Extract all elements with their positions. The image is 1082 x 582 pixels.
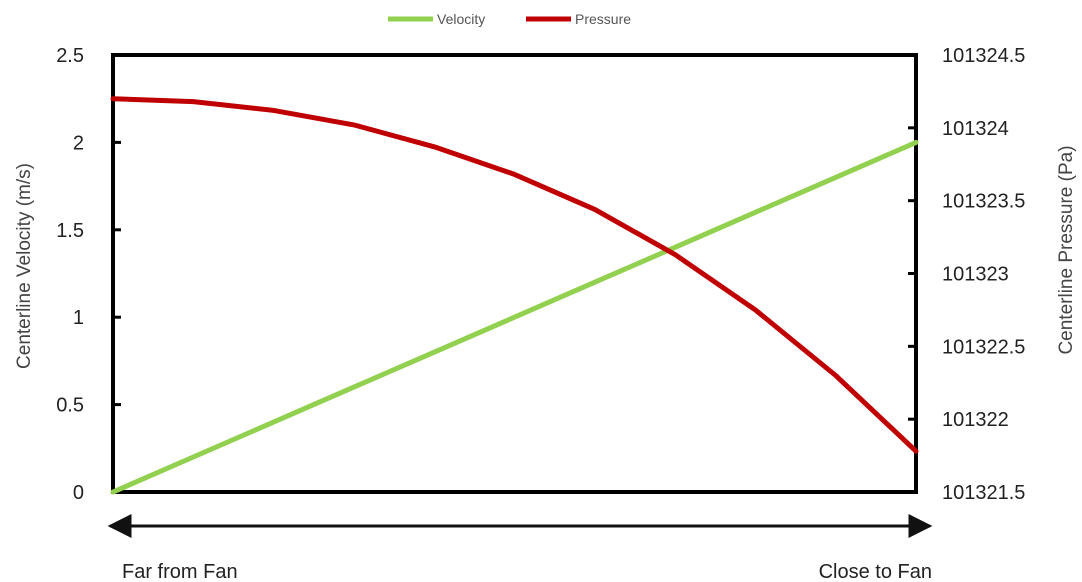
right-tick-label: 101321.5 <box>942 482 1025 504</box>
right-axis-ticks: 101321.5 101322 101322.5 101323 101323.5 1013… <box>908 45 1025 504</box>
far-from-fan-label: Far from Fan <box>122 561 238 582</box>
series-line-velocity <box>110 139 919 495</box>
series-line-pressure <box>110 96 919 454</box>
series-layer <box>110 96 919 495</box>
left-tick-label: 1.5 <box>56 220 84 242</box>
right-tick-label: 101323.5 <box>942 191 1025 213</box>
legend-label-velocity: Velocity <box>437 11 485 27</box>
legend: Velocity Pressure <box>388 11 631 27</box>
close-to-fan-label: Close to Fan <box>819 561 932 582</box>
right-tick-label: 101322 <box>942 409 1009 431</box>
right-tick-label: 101324 <box>942 118 1009 140</box>
left-tick-label: 0 <box>73 482 84 504</box>
right-tick-label: 101322.5 <box>942 336 1025 358</box>
plot-frame <box>111 53 918 494</box>
right-tick-label: 101323 <box>942 264 1009 286</box>
left-tick-label: 2 <box>73 132 84 154</box>
left-axis-ticks: 0 0.5 1 1.5 2 2.5 <box>56 45 121 504</box>
left-tick-label: 2.5 <box>56 45 84 67</box>
left-tick-label: 1 <box>73 307 84 329</box>
right-tick-label: 101324.5 <box>942 45 1025 67</box>
left-tick-label: 0.5 <box>56 395 84 417</box>
right-axis-title: Centerline Pressure (Pa) <box>1056 145 1077 354</box>
left-axis-title: Centerline Velocity (m/s) <box>14 163 35 369</box>
legend-label-pressure: Pressure <box>575 11 631 27</box>
